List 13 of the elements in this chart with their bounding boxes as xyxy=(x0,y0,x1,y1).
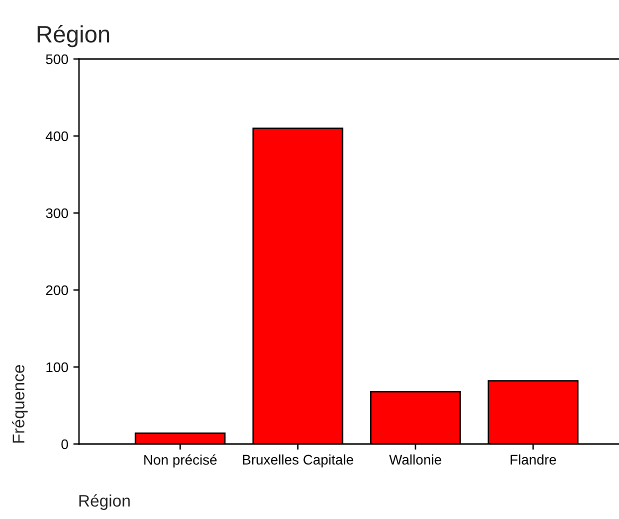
y-axis-title: Fréquence xyxy=(12,365,28,443)
y-tick-label: 500 xyxy=(46,54,68,64)
y-tick-label: 200 xyxy=(46,285,68,296)
y-tick-label: 100 xyxy=(46,362,68,372)
y-tick-label: 0 xyxy=(61,439,68,450)
x-axis-title: Région xyxy=(79,494,130,510)
x-tick-label: Non précisé xyxy=(144,454,217,468)
x-tick-label: Flandre xyxy=(510,454,556,465)
y-tick-label: 300 xyxy=(46,208,68,218)
y-tick-label: 400 xyxy=(46,131,68,142)
x-tick-label: Bruxelles Capitale xyxy=(242,454,354,468)
x-tick-label: Wallonie xyxy=(389,454,442,465)
chart-title: Région xyxy=(38,24,110,48)
